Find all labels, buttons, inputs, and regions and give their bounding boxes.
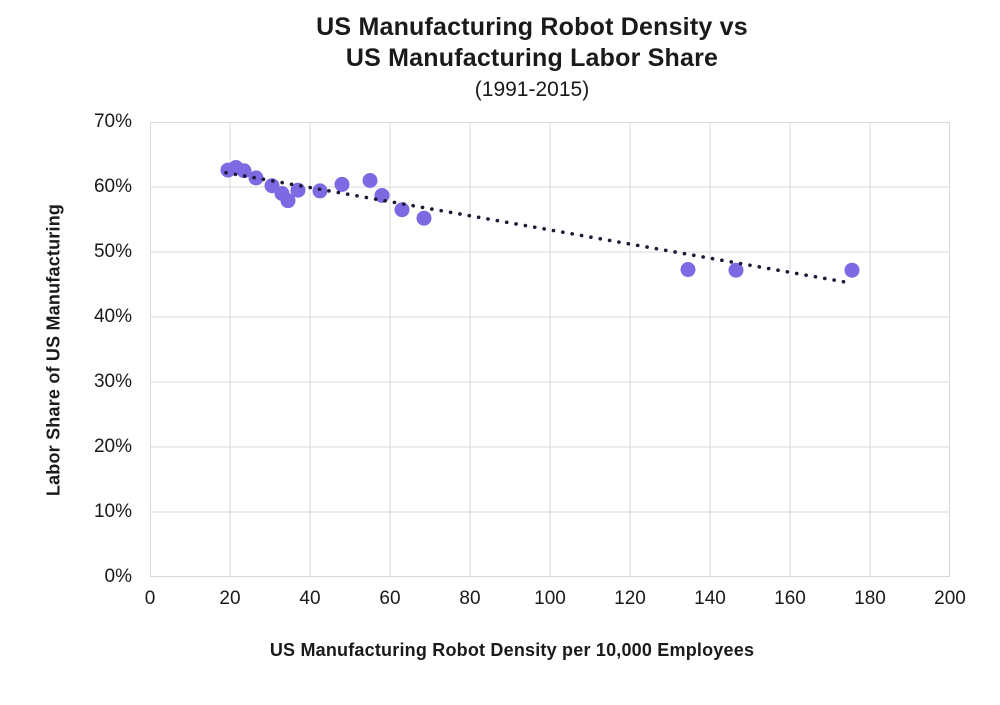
y-tick-label: 60% — [93, 176, 132, 197]
x-tick-label: 60 — [379, 588, 401, 609]
x-tick-label: 180 — [854, 588, 886, 609]
data-point — [416, 210, 432, 226]
data-point — [280, 193, 296, 209]
trendline — [224, 170, 850, 285]
x-tick-label: 120 — [614, 588, 646, 609]
y-tick-label: 40% — [93, 306, 132, 327]
x-tick-label: 40 — [299, 588, 321, 609]
chart-title-line2: US Manufacturing Labor Share — [345, 44, 719, 72]
x-tick-label: 100 — [534, 588, 566, 609]
y-tick-label: 0% — [104, 566, 132, 587]
data-point — [362, 173, 378, 188]
data-point — [394, 202, 410, 218]
x-tick-label: 20 — [219, 588, 241, 609]
y-tick-label: 20% — [93, 436, 132, 457]
y-tick-label: 30% — [93, 371, 132, 392]
plot-area — [150, 122, 950, 577]
chart-header: US Manufacturing Robot Density vs US Man… — [62, 12, 1000, 104]
y-tick-label: 50% — [93, 241, 132, 262]
data-point — [728, 262, 744, 278]
y-tick-label: 10% — [93, 501, 132, 522]
x-tick-label: 140 — [694, 588, 726, 609]
x-tick-label: 160 — [774, 588, 806, 609]
y-tick-label: 70% — [93, 111, 132, 132]
data-point — [334, 176, 350, 192]
data-point — [248, 170, 264, 186]
plot-border — [150, 122, 950, 577]
chart-title-line1: US Manufacturing Robot Density vs — [316, 13, 748, 41]
x-tick-label: 0 — [144, 588, 156, 609]
data-point — [236, 163, 252, 179]
x-tick-label: 200 — [934, 588, 966, 609]
data-point — [374, 187, 390, 203]
chart-subtitle: (1991-2015) — [474, 78, 590, 101]
x-tick-label: 80 — [459, 588, 481, 609]
data-point — [844, 262, 860, 278]
data-point — [680, 262, 696, 278]
x-axis-title: US Manufacturing Robot Density per 10,00… — [269, 640, 755, 660]
scatter-plot-svg — [150, 122, 950, 577]
